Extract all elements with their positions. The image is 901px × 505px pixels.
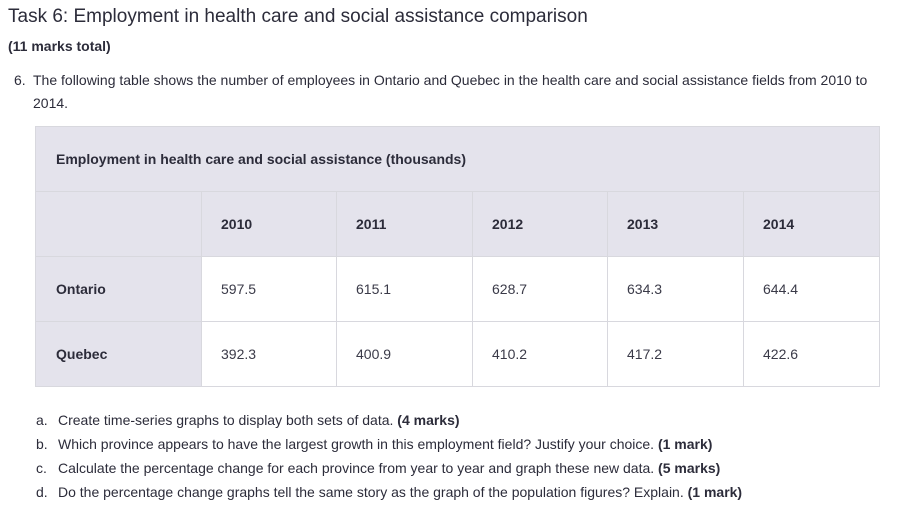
sub-question-text: Which province appears to have the large… [58, 436, 658, 452]
column-header-2012: 2012 [472, 191, 608, 257]
employment-table: Employment in health care and social ass… [34, 126, 881, 387]
sub-question-b: b. Which province appears to have the lar… [8, 432, 888, 456]
table-header-row: 2010 2011 2012 2013 2014 [35, 191, 881, 257]
sub-question-marks: (5 marks) [658, 460, 721, 476]
question-number: 6. [14, 72, 26, 88]
sub-question-letter: d. [36, 484, 48, 500]
table-cell: 597.5 [201, 256, 337, 322]
column-header-2014: 2014 [742, 191, 881, 257]
sub-question-d: d. Do the percentage change graphs tell t… [8, 480, 888, 504]
table-cell: 628.7 [472, 256, 608, 322]
table-cell: 634.3 [607, 256, 744, 322]
table-caption: Employment in health care and social ass… [34, 126, 881, 192]
task-title: Task 6: Employment in health care and so… [8, 6, 588, 27]
sub-question-letter: a. [36, 412, 48, 428]
question-6: 6. The following table shows the number … [8, 69, 878, 115]
table-cell: 615.1 [336, 256, 473, 322]
table-cell: 417.2 [607, 321, 744, 387]
row-label-ontario: Ontario [35, 256, 202, 322]
sub-question-c: c. Calculate the percentage change for ea… [8, 456, 888, 480]
table-cell: 644.4 [742, 256, 881, 322]
sub-question-a: a. Create time-series graphs to display b… [8, 408, 888, 432]
sub-question-letter: c. [36, 460, 47, 476]
table-caption-row: Employment in health care and social ass… [34, 126, 881, 192]
marks-total: (11 marks total) [8, 38, 111, 54]
column-header-2011: 2011 [336, 191, 473, 257]
sub-question-marks: (1 mark) [657, 436, 713, 452]
sub-question-text: Do the percentage change graphs tell the… [58, 484, 688, 500]
table-cell: 422.6 [742, 321, 881, 387]
table-cell: 392.3 [201, 321, 337, 387]
table-cell: 400.9 [336, 321, 473, 387]
table-row-ontario: Ontario 597.5 615.1 628.7 634.3 644.4 [35, 256, 881, 322]
sub-question-text: Calculate the percentage change for each… [58, 460, 659, 476]
column-header-2013: 2013 [607, 191, 744, 257]
column-header-empty [35, 191, 202, 257]
question-text: The following table shows the number of … [33, 72, 868, 111]
sub-question-text: Create time-series graphs to display bot… [58, 412, 398, 428]
row-label-quebec: Quebec [35, 321, 202, 387]
sub-question-marks: (4 marks) [397, 412, 460, 428]
sub-question-marks: (1 mark) [687, 484, 743, 500]
column-header-2010: 2010 [201, 191, 337, 257]
table-cell: 410.2 [472, 321, 608, 387]
table-row-quebec: Quebec 392.3 400.9 410.2 417.2 422.6 [35, 321, 881, 387]
sub-question-letter: b. [36, 436, 48, 452]
sub-questions-list: a. Create time-series graphs to display b… [8, 408, 888, 504]
